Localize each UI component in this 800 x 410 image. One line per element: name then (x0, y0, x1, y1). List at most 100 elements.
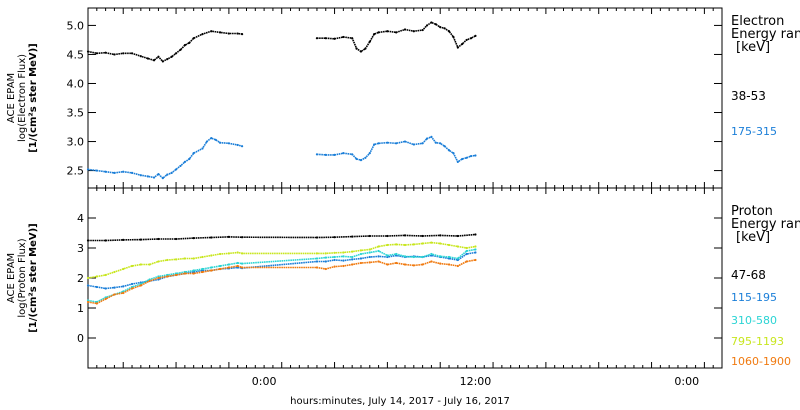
electron-point-38-53 (152, 59, 156, 62)
electron-point-38-53 (377, 31, 380, 34)
proton-point-115-195 (333, 258, 336, 262)
legend-entry-proton-47-68: 47-68 (731, 268, 766, 282)
electron-point-175-315 (469, 154, 473, 158)
electron-point-175-315 (214, 138, 217, 141)
electron-point-175-315 (386, 141, 389, 144)
proton-series-310-580 (87, 248, 476, 303)
electron-point-38-53 (183, 44, 186, 47)
proton-legend-energy-range: Energy ran (731, 217, 800, 232)
electron-point-38-53 (434, 23, 437, 26)
proton-point-795-1193 (421, 242, 424, 245)
legend-entry-proton-115-195: 115-195 (731, 291, 777, 304)
proton-point-47-68 (192, 237, 195, 240)
electron-point-38-53 (179, 48, 182, 51)
electron-point-175-315 (122, 170, 125, 173)
proton-point-115-195 (315, 260, 319, 263)
proton-point-795-1193 (183, 257, 186, 260)
electron-point-38-53 (324, 37, 327, 40)
electron-point-38-53 (364, 47, 367, 50)
proton-point-47-68 (240, 236, 244, 239)
electron-y-label: [1/(cm²s ster MeV)] (28, 43, 39, 152)
proton-point-47-68 (456, 234, 459, 238)
electron-point-175-315 (113, 171, 116, 175)
proton-series-795-1193 (87, 241, 476, 279)
proton-point-310-580 (456, 257, 459, 260)
electron-point-175-315 (342, 152, 345, 155)
electron-legend-title: Electron (731, 14, 785, 29)
legend-entry-electron-38-53: 38-53 (731, 89, 766, 103)
proton-point-115-195 (113, 286, 116, 289)
proton-point-47-68 (474, 233, 477, 236)
electron-panel-frame (87, 7, 723, 189)
electron-point-38-53 (166, 57, 169, 61)
proton-point-47-68 (104, 239, 107, 242)
electron-point-175-315 (474, 154, 477, 157)
proton-point-47-68 (421, 234, 424, 238)
proton-point-310-580 (218, 264, 222, 268)
proton-point-795-1193 (439, 242, 442, 245)
proton-point-310-580 (210, 266, 213, 269)
proton-point-1060-1900 (439, 262, 442, 265)
proton-point-47-68 (439, 234, 442, 237)
proton-point-115-195 (342, 259, 345, 262)
proton-point-310-580 (421, 255, 424, 259)
proton-point-795-1193 (174, 258, 178, 261)
electron-point-38-53 (315, 37, 319, 40)
proton-point-795-1193 (368, 248, 371, 251)
proton-point-795-1193 (386, 243, 389, 247)
legend-entry-proton-310-580: 310-580 (731, 314, 777, 327)
proton-y-tick-label: 0 (77, 332, 84, 345)
proton-point-1060-1900 (227, 266, 230, 269)
electron-point-38-53 (130, 52, 134, 55)
proton-point-1060-1900 (395, 261, 398, 265)
electron-point-175-315 (95, 169, 98, 172)
electron-y-tick-label: 4.0 (67, 77, 85, 90)
electron-point-38-53 (359, 50, 363, 53)
proton-point-310-580 (447, 255, 451, 259)
electron-point-175-315 (355, 157, 358, 161)
legend-entry-proton-795-1193: 795-1193 (731, 335, 784, 348)
proton-panel-frame (87, 187, 723, 369)
proton-point-310-580 (465, 249, 468, 253)
electron-point-38-53 (439, 26, 442, 29)
electron-legend-unit: [keV] (736, 40, 771, 55)
proton-point-115-195 (122, 285, 125, 288)
electron-point-175-315 (421, 142, 424, 145)
proton-point-310-580 (201, 267, 204, 271)
electron-point-38-53 (227, 32, 230, 35)
electron-point-38-53 (456, 46, 459, 49)
electron-point-38-53 (421, 28, 424, 32)
electron-point-38-53 (139, 55, 142, 58)
proton-point-1060-1900 (240, 266, 244, 269)
proton-point-310-580 (386, 254, 389, 257)
electron-point-175-315 (461, 157, 464, 161)
proton-point-310-580 (439, 255, 442, 258)
electron-point-38-53 (86, 50, 90, 53)
legend-entry-electron-175-315: 175-315 (731, 125, 777, 138)
proton-point-795-1193 (474, 245, 477, 248)
electron-point-175-315 (333, 153, 336, 157)
electron-point-175-315 (218, 141, 222, 144)
proton-legend-unit: [keV] (736, 230, 771, 245)
proton-point-795-1193 (351, 250, 354, 253)
electron-point-175-315 (240, 145, 244, 148)
proton-point-310-580 (240, 262, 244, 265)
electron-point-175-315 (364, 156, 367, 159)
electron-y-tick-label: 3.0 (67, 136, 85, 149)
proton-point-115-195 (377, 255, 380, 258)
electron-point-38-53 (188, 41, 191, 44)
electron-point-38-53 (386, 30, 389, 33)
electron-point-175-315 (447, 149, 451, 152)
electron-legend-energy-range: Energy ran (731, 27, 800, 42)
electron-y-tick-label: 3.5 (67, 107, 85, 120)
proton-y-label: [1/(cm²s ster MeV)] (28, 223, 39, 332)
electron-point-175-315 (395, 142, 398, 145)
electron-point-38-53 (351, 37, 354, 40)
proton-point-1060-1900 (324, 267, 327, 271)
electron-point-175-315 (452, 152, 455, 155)
proton-point-310-580 (430, 252, 433, 256)
electron-point-175-315 (146, 175, 149, 178)
electron-point-175-315 (192, 152, 195, 155)
proton-point-310-580 (324, 256, 327, 259)
proton-point-795-1193 (412, 243, 415, 246)
